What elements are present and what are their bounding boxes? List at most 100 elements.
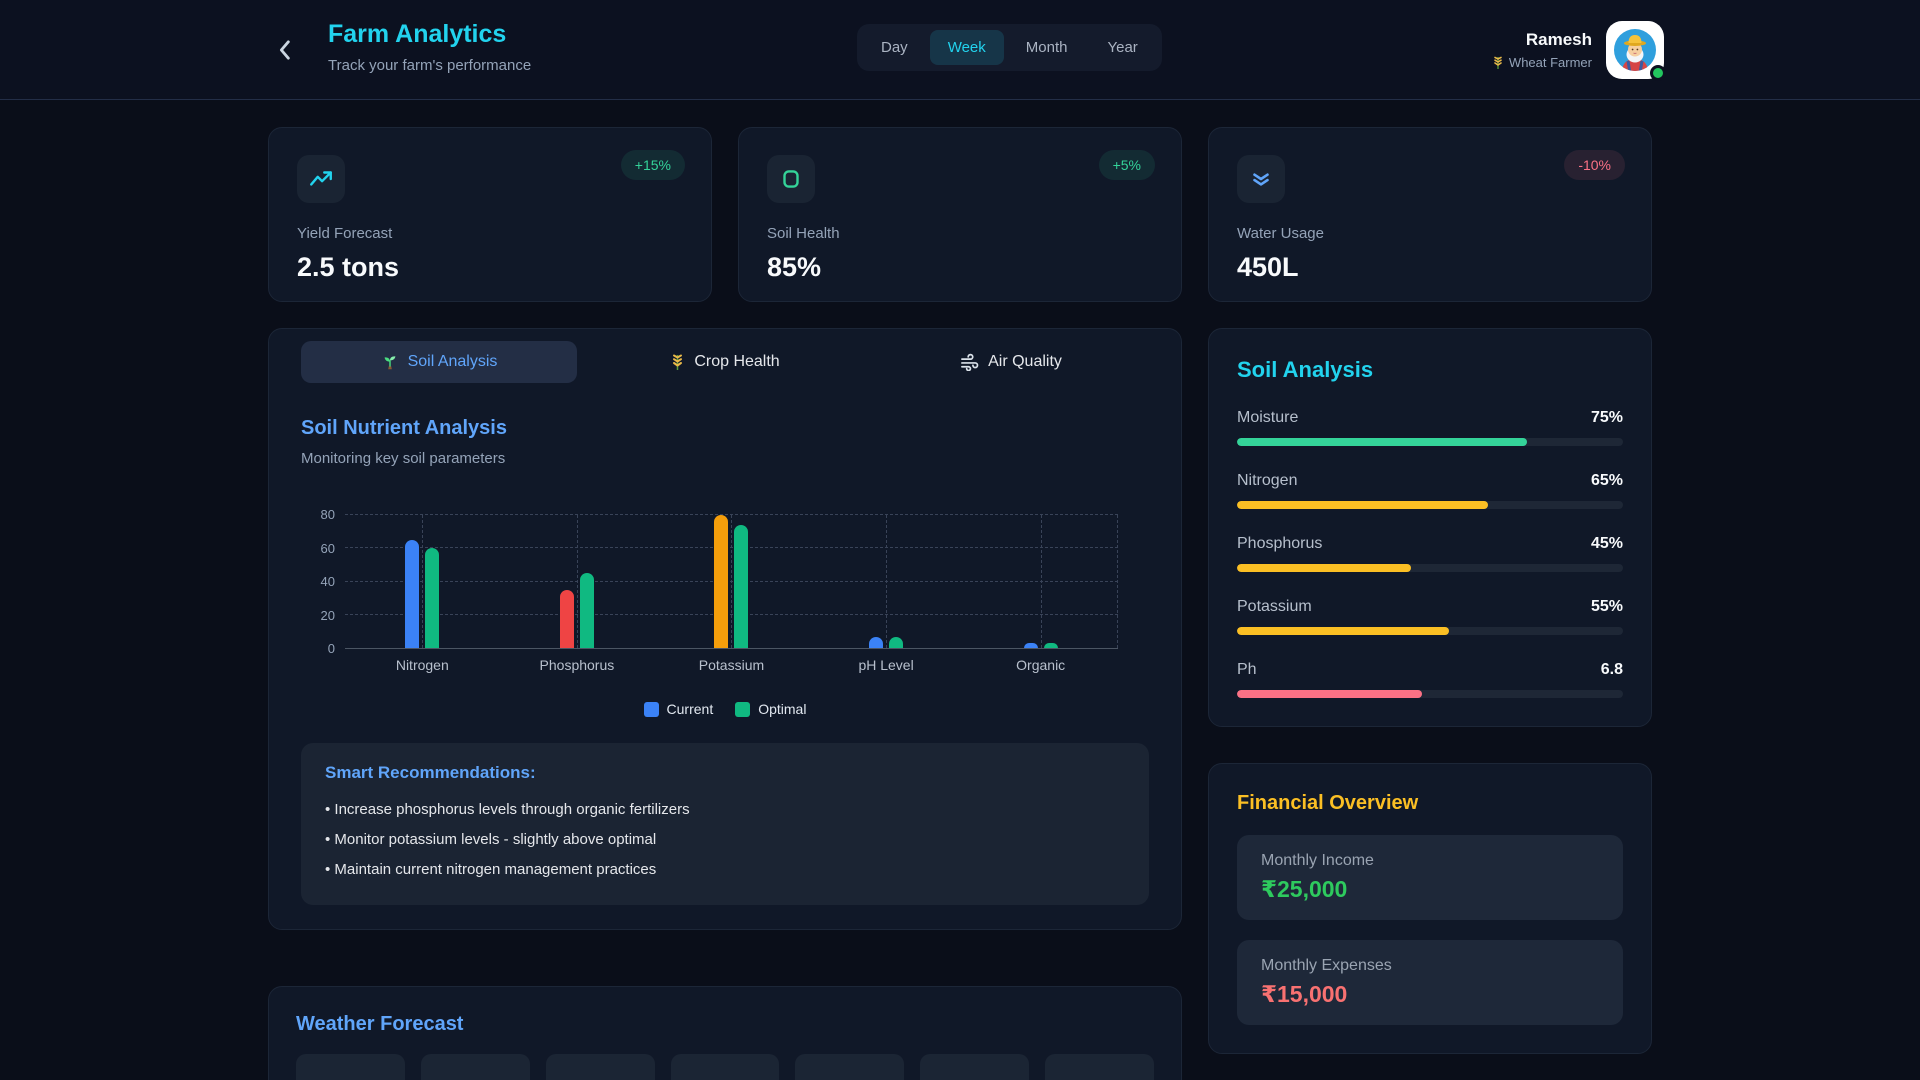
- legend-item-optimal[interactable]: Optimal: [735, 701, 806, 717]
- legend-label: Current: [666, 701, 714, 717]
- range-tab-month[interactable]: Month: [1008, 30, 1086, 65]
- metric-phosphorus: Phosphorus 45%: [1237, 535, 1623, 572]
- tab-air-quality[interactable]: Air Quality: [873, 341, 1149, 383]
- stat-card-yield-forecast: +15% Yield Forecast 2.5 tons: [268, 127, 712, 302]
- x-label-potassium: Potassium: [698, 657, 765, 673]
- recommendation-item: • Maintain current nitrogen management p…: [325, 861, 657, 878]
- stat-value: 2.5 tons: [297, 252, 400, 282]
- progress-fill: [1237, 627, 1450, 635]
- metric-value: 65%: [1590, 472, 1623, 489]
- metric-value: 45%: [1590, 535, 1623, 552]
- change-badge: -10%: [1564, 150, 1625, 180]
- avatar[interactable]: [1606, 21, 1666, 81]
- chevron-left-icon: [272, 36, 304, 64]
- stat-label: Water Usage: [1237, 225, 1324, 242]
- chart-plot-area: [345, 514, 1118, 649]
- metric-label: Potassium: [1237, 598, 1312, 615]
- trending-up-icon: [297, 155, 345, 203]
- analysis-panel: Soil Analysis Crop Health Air Quality: [268, 328, 1182, 930]
- fin-amount: ₹25,000: [1261, 876, 1348, 902]
- progress-fill: [1237, 564, 1411, 572]
- bar-group-phosphorus: [500, 515, 655, 648]
- y-tick-40: 40: [320, 574, 335, 589]
- weather-forecast-row: [296, 1054, 1154, 1080]
- chart-right-gridline: [1117, 515, 1118, 648]
- y-tick-80: 80: [320, 507, 335, 522]
- bar-current-ph-level[interactable]: [869, 637, 884, 648]
- weather-slot-2: [420, 1054, 530, 1080]
- bar-chart: 0 20 40 60 80: [301, 507, 1118, 656]
- soil-analysis-panel: Soil Analysis Moisture 75% Nitrogen 65% Ph…: [1208, 328, 1652, 727]
- bar-current-organic[interactable]: [1023, 643, 1038, 648]
- farmer-avatar-image: [1612, 27, 1658, 73]
- back-button[interactable]: [272, 34, 304, 66]
- metric-label: Moisture: [1237, 409, 1299, 426]
- category-gridline: [576, 515, 578, 648]
- progress-fill: [1237, 438, 1527, 446]
- stats-row: +15% Yield Forecast 2.5 tons +5% Soil He…: [268, 127, 1652, 302]
- metric-value: 6.8: [1600, 661, 1623, 678]
- legend-label: Optimal: [758, 701, 807, 717]
- weather-slot-4: [670, 1054, 780, 1080]
- chart-y-axis: 0 20 40 60 80: [301, 507, 345, 656]
- metric-value: 75%: [1590, 409, 1623, 426]
- weather-slot-5: [795, 1054, 905, 1080]
- bar-current-potassium[interactable]: [714, 515, 729, 648]
- header: Farm Analytics Track your farm's perform…: [0, 0, 1920, 100]
- soil-panel-heading: Soil Analysis: [1237, 357, 1374, 382]
- financial-heading: Financial Overview: [1237, 792, 1419, 814]
- metric-label: Ph: [1237, 661, 1257, 678]
- chart-bars: [345, 515, 1118, 648]
- weather-slot-1: [296, 1054, 405, 1080]
- metric-potassium: Potassium 55%: [1237, 598, 1623, 635]
- tab-label: Soil Analysis: [407, 353, 498, 370]
- metric-label: Nitrogen: [1237, 472, 1298, 489]
- right-column: Soil Analysis Moisture 75% Nitrogen 65% Ph…: [1208, 328, 1652, 1054]
- x-label-ph-level: pH Level: [858, 657, 914, 673]
- recommendations-list: • Increase phosphorus levels through org…: [325, 795, 1125, 885]
- progress-fill: [1237, 690, 1423, 698]
- legend-item-current[interactable]: Current: [643, 701, 714, 717]
- weather-slot-3: [545, 1054, 655, 1080]
- range-tab-day[interactable]: Day: [863, 30, 926, 65]
- metric-ph: Ph 6.8: [1237, 661, 1623, 698]
- tab-label: Crop Health: [694, 353, 780, 370]
- bar-optimal-potassium[interactable]: [734, 524, 749, 648]
- range-tab-week[interactable]: Week: [929, 30, 1004, 65]
- stat-value: 85%: [767, 252, 822, 282]
- bar-current-nitrogen[interactable]: [405, 539, 420, 648]
- bar-current-phosphorus[interactable]: [559, 589, 574, 648]
- tab-soil-analysis[interactable]: Soil Analysis: [301, 341, 577, 383]
- metric-moisture: Moisture 75%: [1237, 409, 1623, 446]
- category-gridline: [886, 515, 888, 648]
- stat-label: Yield Forecast: [297, 225, 393, 242]
- recommendation-item: • Increase phosphorus levels through org…: [325, 801, 690, 818]
- category-gridline: [422, 515, 424, 648]
- left-column: Soil Analysis Crop Health Air Quality: [268, 328, 1182, 1080]
- legend-swatch-current: [643, 701, 659, 717]
- progress-track: [1237, 627, 1623, 635]
- chart-x-axis: Nitrogen Phosphorus Potassium pH Level Organ…: [345, 657, 1118, 673]
- chart-legend: Current Optimal: [301, 701, 1149, 717]
- user-role: Wheat Farmer: [1492, 55, 1592, 70]
- bar-optimal-nitrogen[interactable]: [425, 548, 440, 648]
- financial-overview-panel: Financial Overview Monthly Income ₹25,00…: [1208, 763, 1652, 1054]
- time-range-selector: Day Week Month Year: [857, 24, 1162, 71]
- bar-group-potassium: [654, 515, 809, 648]
- monthly-expenses-card: Monthly Expenses ₹15,000: [1237, 940, 1623, 1025]
- tab-crop-health[interactable]: Crop Health: [587, 341, 863, 383]
- user-role-label: Wheat Farmer: [1508, 55, 1592, 70]
- bar-optimal-phosphorus[interactable]: [579, 573, 594, 648]
- progress-fill: [1237, 501, 1488, 509]
- range-tab-year[interactable]: Year: [1089, 30, 1155, 65]
- weather-heading: Weather Forecast: [296, 1013, 464, 1035]
- user-text: Ramesh Wheat Farmer: [1492, 30, 1592, 70]
- recommendation-item: • Monitor potassium levels - slightly ab…: [325, 831, 657, 848]
- bar-optimal-ph-level[interactable]: [889, 636, 904, 648]
- content: +15% Yield Forecast 2.5 tons +5% Soil He…: [268, 127, 1652, 1080]
- progress-track: [1237, 438, 1623, 446]
- tab-label: Air Quality: [988, 353, 1062, 370]
- fin-label: Monthly Expenses: [1261, 957, 1392, 974]
- stat-label: Soil Health: [767, 225, 840, 242]
- bar-optimal-organic[interactable]: [1043, 643, 1058, 648]
